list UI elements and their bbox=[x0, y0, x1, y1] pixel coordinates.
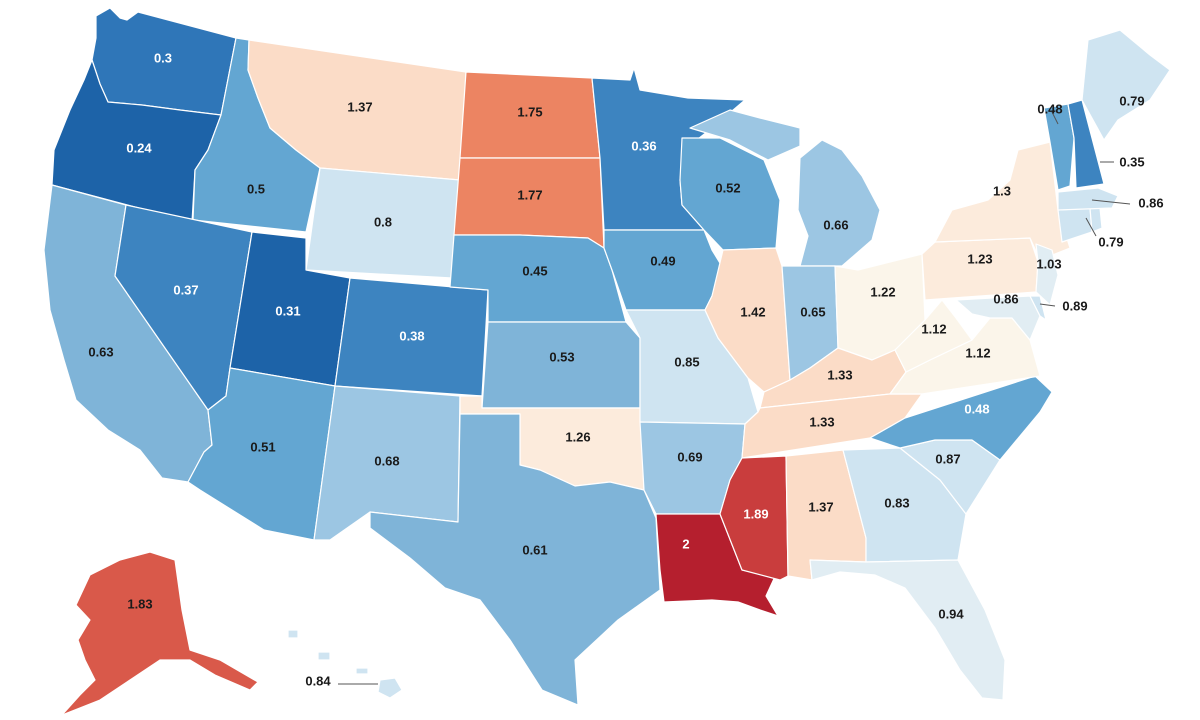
label-ca: 0.63 bbox=[88, 344, 113, 359]
state-wv[interactable] bbox=[894, 299, 973, 373]
label-ak: 1.83 bbox=[127, 596, 152, 611]
state-ma[interactable] bbox=[1057, 187, 1119, 211]
label-tx: 0.61 bbox=[522, 542, 547, 557]
label-mi: 0.66 bbox=[823, 217, 848, 232]
state-tx[interactable] bbox=[369, 413, 661, 706]
label-co: 0.38 bbox=[399, 328, 424, 343]
label-sd: 1.77 bbox=[517, 187, 542, 202]
label-ct: 0.79 bbox=[1098, 234, 1123, 249]
label-sc: 0.87 bbox=[935, 451, 960, 466]
label-al: 1.37 bbox=[808, 499, 833, 514]
label-ga: 0.83 bbox=[884, 495, 909, 510]
state-hi[interactable] bbox=[377, 677, 403, 699]
state-hi-kauai[interactable] bbox=[287, 629, 299, 639]
label-wv: 1.12 bbox=[921, 321, 946, 336]
label-nh: 0.35 bbox=[1119, 154, 1144, 169]
label-nm: 0.68 bbox=[374, 453, 399, 468]
state-mi[interactable] bbox=[797, 139, 881, 267]
label-me: 0.79 bbox=[1119, 93, 1144, 108]
state-il[interactable] bbox=[704, 247, 791, 393]
state-fl[interactable] bbox=[809, 559, 1006, 701]
state-pa[interactable] bbox=[921, 237, 1039, 301]
leader-line-vt bbox=[1051, 111, 1059, 125]
state-hi-maui[interactable] bbox=[355, 667, 369, 675]
label-id: 0.5 bbox=[247, 181, 265, 196]
state-nh[interactable] bbox=[1067, 99, 1105, 189]
state-ia[interactable] bbox=[603, 229, 724, 311]
label-mt: 1.37 bbox=[347, 99, 372, 114]
state-mi-up[interactable] bbox=[689, 109, 801, 161]
label-ok: 1.26 bbox=[565, 429, 590, 444]
leader-line-de bbox=[1039, 303, 1056, 307]
label-or: 0.24 bbox=[126, 140, 152, 155]
label-nd: 1.75 bbox=[517, 104, 542, 119]
label-ia: 0.49 bbox=[650, 253, 675, 268]
state-ks[interactable] bbox=[481, 321, 641, 409]
label-wy: 0.8 bbox=[374, 214, 392, 229]
label-oh: 1.22 bbox=[870, 284, 895, 299]
label-wa: 0.3 bbox=[154, 50, 172, 65]
label-nc: 0.48 bbox=[964, 401, 989, 416]
state-ne[interactable] bbox=[449, 234, 627, 323]
label-va: 1.12 bbox=[965, 345, 990, 360]
label-ms: 1.89 bbox=[743, 506, 768, 521]
label-fl: 0.94 bbox=[938, 606, 964, 621]
label-nv: 0.37 bbox=[173, 282, 198, 297]
state-ak[interactable] bbox=[61, 551, 259, 716]
label-ne: 0.45 bbox=[522, 263, 547, 278]
leader-line-ct bbox=[1085, 217, 1097, 237]
leader-line-ma bbox=[1091, 199, 1131, 205]
label-mo: 0.85 bbox=[674, 354, 699, 369]
label-pa: 1.23 bbox=[967, 251, 992, 266]
label-wi: 0.52 bbox=[715, 180, 740, 195]
label-ny: 1.3 bbox=[993, 183, 1011, 198]
label-az: 0.51 bbox=[250, 439, 275, 454]
label-il: 1.42 bbox=[740, 304, 765, 319]
label-ky: 1.33 bbox=[827, 367, 852, 382]
label-ma: 0.86 bbox=[1138, 195, 1163, 210]
state-me[interactable] bbox=[1081, 29, 1171, 141]
label-mn: 0.36 bbox=[631, 138, 656, 153]
label-ut: 0.31 bbox=[275, 303, 300, 318]
state-nc[interactable] bbox=[869, 375, 1053, 461]
label-hi: 0.84 bbox=[305, 673, 331, 688]
label-ks: 0.53 bbox=[549, 349, 574, 364]
label-de: 0.89 bbox=[1062, 298, 1087, 313]
label-md: 0.86 bbox=[993, 291, 1018, 306]
label-la: 2 bbox=[682, 536, 689, 551]
label-vt: 0.48 bbox=[1037, 101, 1062, 116]
state-ct[interactable] bbox=[1057, 207, 1093, 243]
label-tn: 1.33 bbox=[809, 414, 834, 429]
state-de[interactable] bbox=[1029, 295, 1047, 321]
label-in: 0.65 bbox=[800, 304, 825, 319]
label-nj: 1.03 bbox=[1036, 256, 1061, 271]
label-ar: 0.69 bbox=[677, 449, 702, 464]
state-hi-oahu[interactable] bbox=[317, 651, 331, 661]
